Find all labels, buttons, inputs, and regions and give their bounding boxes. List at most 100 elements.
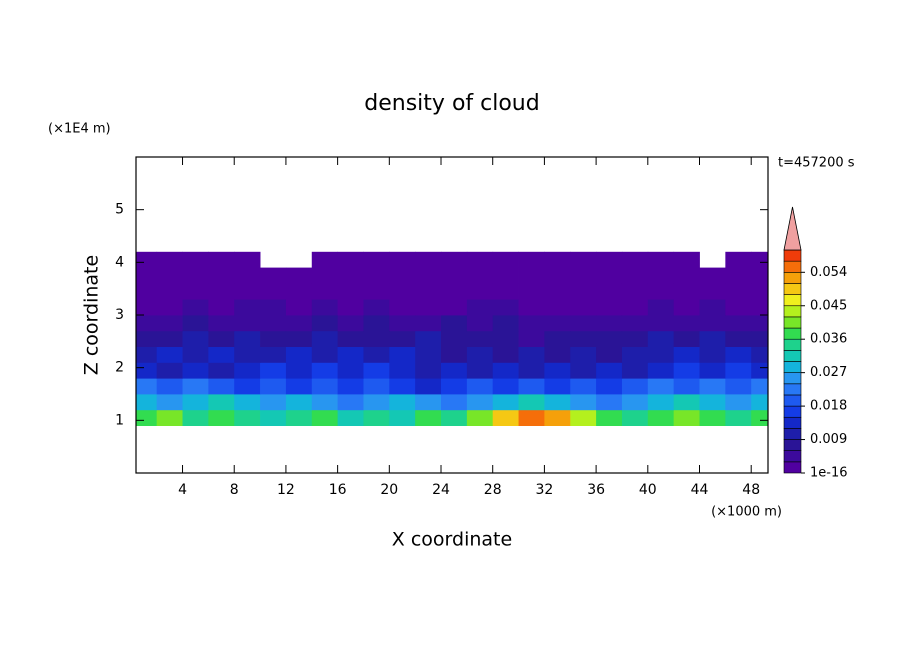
cell <box>544 251 571 268</box>
cell <box>621 409 649 426</box>
y-tick-label: 2 <box>115 360 124 376</box>
colorbar-band <box>783 294 802 307</box>
cell <box>466 251 494 268</box>
colorbar-band <box>783 305 802 318</box>
cell <box>136 378 158 395</box>
cell <box>596 346 623 363</box>
cell <box>673 315 700 332</box>
cell <box>234 299 261 316</box>
colorbar-band <box>783 428 802 440</box>
cell <box>182 330 209 347</box>
cell <box>621 267 649 284</box>
cell <box>466 315 494 332</box>
x-unit: (×1000 m) <box>711 505 782 520</box>
cell <box>518 346 545 363</box>
colorbar-tick-label: 0.045 <box>810 298 847 313</box>
cell <box>751 267 769 284</box>
cell <box>492 299 519 316</box>
cell <box>544 267 571 284</box>
cell <box>234 409 261 426</box>
cell <box>182 378 209 395</box>
cell <box>136 283 158 300</box>
cell <box>389 362 416 379</box>
cell <box>725 283 752 300</box>
colorbar-tick-label: 0.018 <box>810 399 847 414</box>
cell <box>311 378 339 395</box>
cell <box>441 330 468 347</box>
colorbar-band <box>783 383 802 396</box>
cell <box>544 362 571 379</box>
cell <box>260 378 287 395</box>
cell <box>285 330 313 347</box>
cell <box>518 330 545 347</box>
cell <box>492 251 519 268</box>
cell <box>725 362 752 379</box>
x-tick-label: 24 <box>432 482 450 498</box>
cell <box>208 409 235 426</box>
y-tick-label: 3 <box>115 307 124 323</box>
cell <box>647 267 675 284</box>
colorbar-band <box>783 450 802 463</box>
cell <box>415 409 442 426</box>
cell <box>260 409 287 426</box>
cell <box>136 409 158 426</box>
cell <box>544 283 571 300</box>
cell <box>647 409 675 426</box>
cell <box>441 283 468 300</box>
cell <box>182 346 209 363</box>
cell <box>182 362 209 379</box>
cell <box>285 267 313 284</box>
cell <box>415 378 442 395</box>
cell <box>136 251 158 268</box>
cell <box>725 299 752 316</box>
cell <box>673 330 700 347</box>
cell <box>285 299 313 316</box>
cell <box>492 409 519 426</box>
cell <box>492 267 519 284</box>
cell <box>647 378 675 395</box>
cell <box>234 315 261 332</box>
cell <box>544 299 571 316</box>
cell <box>647 251 675 268</box>
cell <box>156 267 183 284</box>
cell <box>415 299 442 316</box>
cell <box>647 299 675 316</box>
colorbar-tick-label: 0.054 <box>810 265 847 280</box>
cell <box>441 394 468 411</box>
cell <box>441 409 468 426</box>
cell <box>182 251 209 268</box>
cell <box>441 378 468 395</box>
cell <box>441 315 468 332</box>
cell <box>570 409 597 426</box>
cell <box>415 251 442 268</box>
cell <box>208 251 235 268</box>
cell <box>596 330 623 347</box>
x-tick-label: 40 <box>639 482 657 498</box>
cell <box>673 283 700 300</box>
cell <box>751 251 769 268</box>
cell <box>260 330 287 347</box>
cell <box>570 299 597 316</box>
cell <box>751 378 769 395</box>
cell <box>182 283 209 300</box>
cell <box>415 315 442 332</box>
cell <box>699 378 726 395</box>
cell <box>647 346 675 363</box>
cell <box>570 346 597 363</box>
colorbar-tick-label: 0.009 <box>810 432 847 447</box>
colorbar-band <box>783 283 802 295</box>
x-tick-label: 16 <box>329 482 347 498</box>
cell <box>441 267 468 284</box>
cell <box>363 283 390 300</box>
y-tick-label: 5 <box>115 202 124 218</box>
cell <box>260 283 287 300</box>
cell <box>570 362 597 379</box>
cell <box>751 330 769 347</box>
cell <box>363 409 390 426</box>
cell <box>208 283 235 300</box>
cell <box>311 251 339 268</box>
cell <box>285 378 313 395</box>
cell <box>156 251 183 268</box>
cell <box>311 330 339 347</box>
cell <box>285 283 313 300</box>
